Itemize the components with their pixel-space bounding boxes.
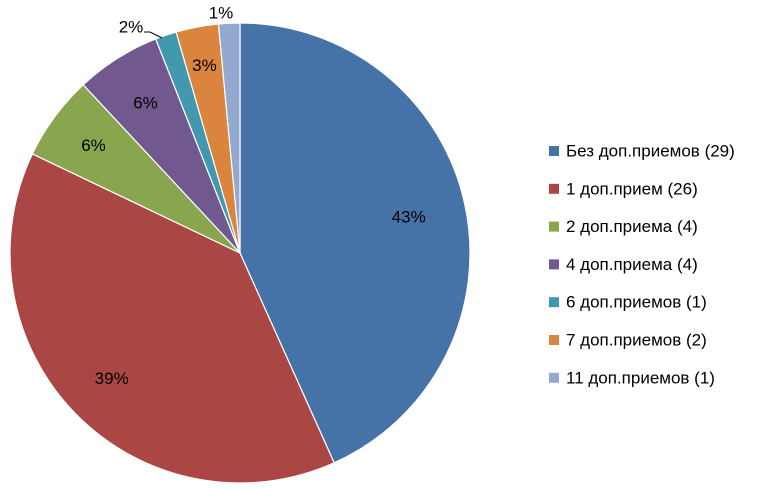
legend-entry: 6 доп.приемов (1) <box>566 293 707 312</box>
legend-swatch <box>549 259 559 270</box>
legend-swatch <box>549 372 559 383</box>
legend-entry: 1 доп.прием (26) <box>566 179 698 198</box>
legend-entry: 11 доп.приемов (1) <box>566 368 715 387</box>
legend-swatch <box>549 297 559 308</box>
legend-swatch <box>549 146 559 156</box>
leader-line <box>144 31 163 39</box>
data-label: 6% <box>133 94 158 113</box>
data-label: 3% <box>192 56 217 75</box>
legend-swatch <box>549 335 559 345</box>
legend-entry: Без доп.приемов (29) <box>566 142 735 161</box>
legend: Без доп.приемов (29) 1 доп.прием (26) 2 до… <box>549 142 735 387</box>
legend-entry: 2 доп.приема (4) <box>566 217 698 236</box>
pie-slice <box>217 22 241 254</box>
pie-slice <box>9 153 336 484</box>
legend-swatch <box>549 183 559 194</box>
legend-swatch <box>549 221 559 232</box>
data-label: 6% <box>81 136 106 155</box>
leader-lines <box>144 31 163 39</box>
legend-entry: 7 доп.приемов (2) <box>566 331 707 350</box>
data-label: 1% <box>209 4 234 23</box>
data-label: 2% <box>119 18 144 37</box>
legend-entry: 4 доп.приема (4) <box>566 255 698 274</box>
data-label: 43% <box>392 207 426 226</box>
data-labels: 43% 39% 6% 6% 2% 3% 1% <box>81 4 426 388</box>
data-label: 39% <box>95 369 129 388</box>
pie-slices <box>9 22 471 484</box>
pie-slice <box>239 22 471 464</box>
